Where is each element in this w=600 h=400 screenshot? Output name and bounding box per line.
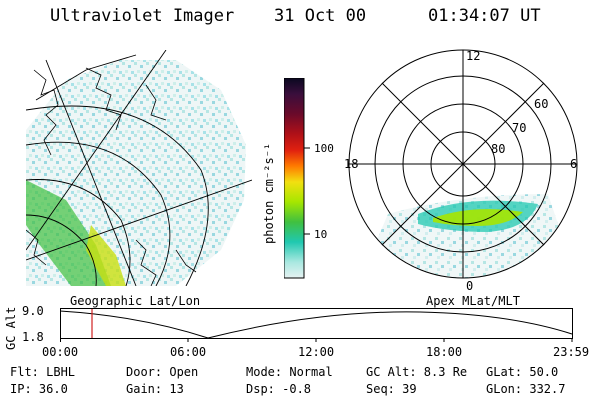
mlat-label-60: 60 (534, 97, 548, 111)
altitude-plot (60, 308, 573, 342)
mlat-label-70: 70 (512, 121, 526, 135)
param-dsp: Dsp: -0.8 (246, 382, 312, 396)
colorbar-tick-10: 10 (314, 228, 327, 241)
time-label: 01:34:07 UT (428, 6, 541, 26)
geographic-label: Geographic Lat/Lon (70, 294, 201, 308)
param-seq: Seq: 39 (366, 382, 417, 396)
mlt-label-12: 12 (466, 49, 480, 63)
param-glon: GLon: 332.7 (486, 382, 566, 396)
colorbar-tick-100: 100 (314, 142, 334, 155)
altitude-ylabel: GC Alt (4, 306, 18, 350)
instrument-title: Ultraviolet Imager (50, 6, 235, 26)
alt-xtick-1200: 12:00 (298, 345, 335, 359)
alt-ytick-9: 9.0 (22, 304, 44, 318)
param-mode: Mode: Normal (246, 365, 333, 379)
param-glat: GLat: 50.0 (486, 365, 559, 379)
color-bar: 100 10 (284, 78, 334, 279)
param-ip: IP: 36.0 (10, 382, 68, 396)
param-gc-alt: GC Alt: 8.3 Re (366, 365, 468, 379)
alt-xtick-0600: 06:00 (170, 345, 207, 359)
param-door: Door: Open (126, 365, 199, 379)
alt-ytick-1-8: 1.8 (22, 330, 44, 344)
alt-xtick-1800: 18:00 (426, 345, 463, 359)
mlt-label-18: 18 (344, 157, 358, 171)
polar-panel: 12 18 6 0 60 70 80 (344, 49, 578, 293)
mlt-label-0: 0 (466, 279, 473, 293)
mlt-label-6: 6 (570, 157, 577, 171)
colorbar-unit-label: photon cm⁻²s⁻¹ (262, 142, 276, 244)
alt-xtick-0000: 00:00 (42, 345, 79, 359)
alt-xtick-2359: 23:59 (553, 345, 590, 359)
param-filter: Flt: LBHL (10, 365, 76, 379)
mlat-label-80: 80 (491, 142, 505, 156)
param-gain: Gain: 13 (126, 382, 184, 396)
geographic-panel (26, 50, 252, 286)
date-label: 31 Oct 00 (274, 6, 367, 26)
apex-label: Apex MLat/MLT (426, 294, 520, 308)
